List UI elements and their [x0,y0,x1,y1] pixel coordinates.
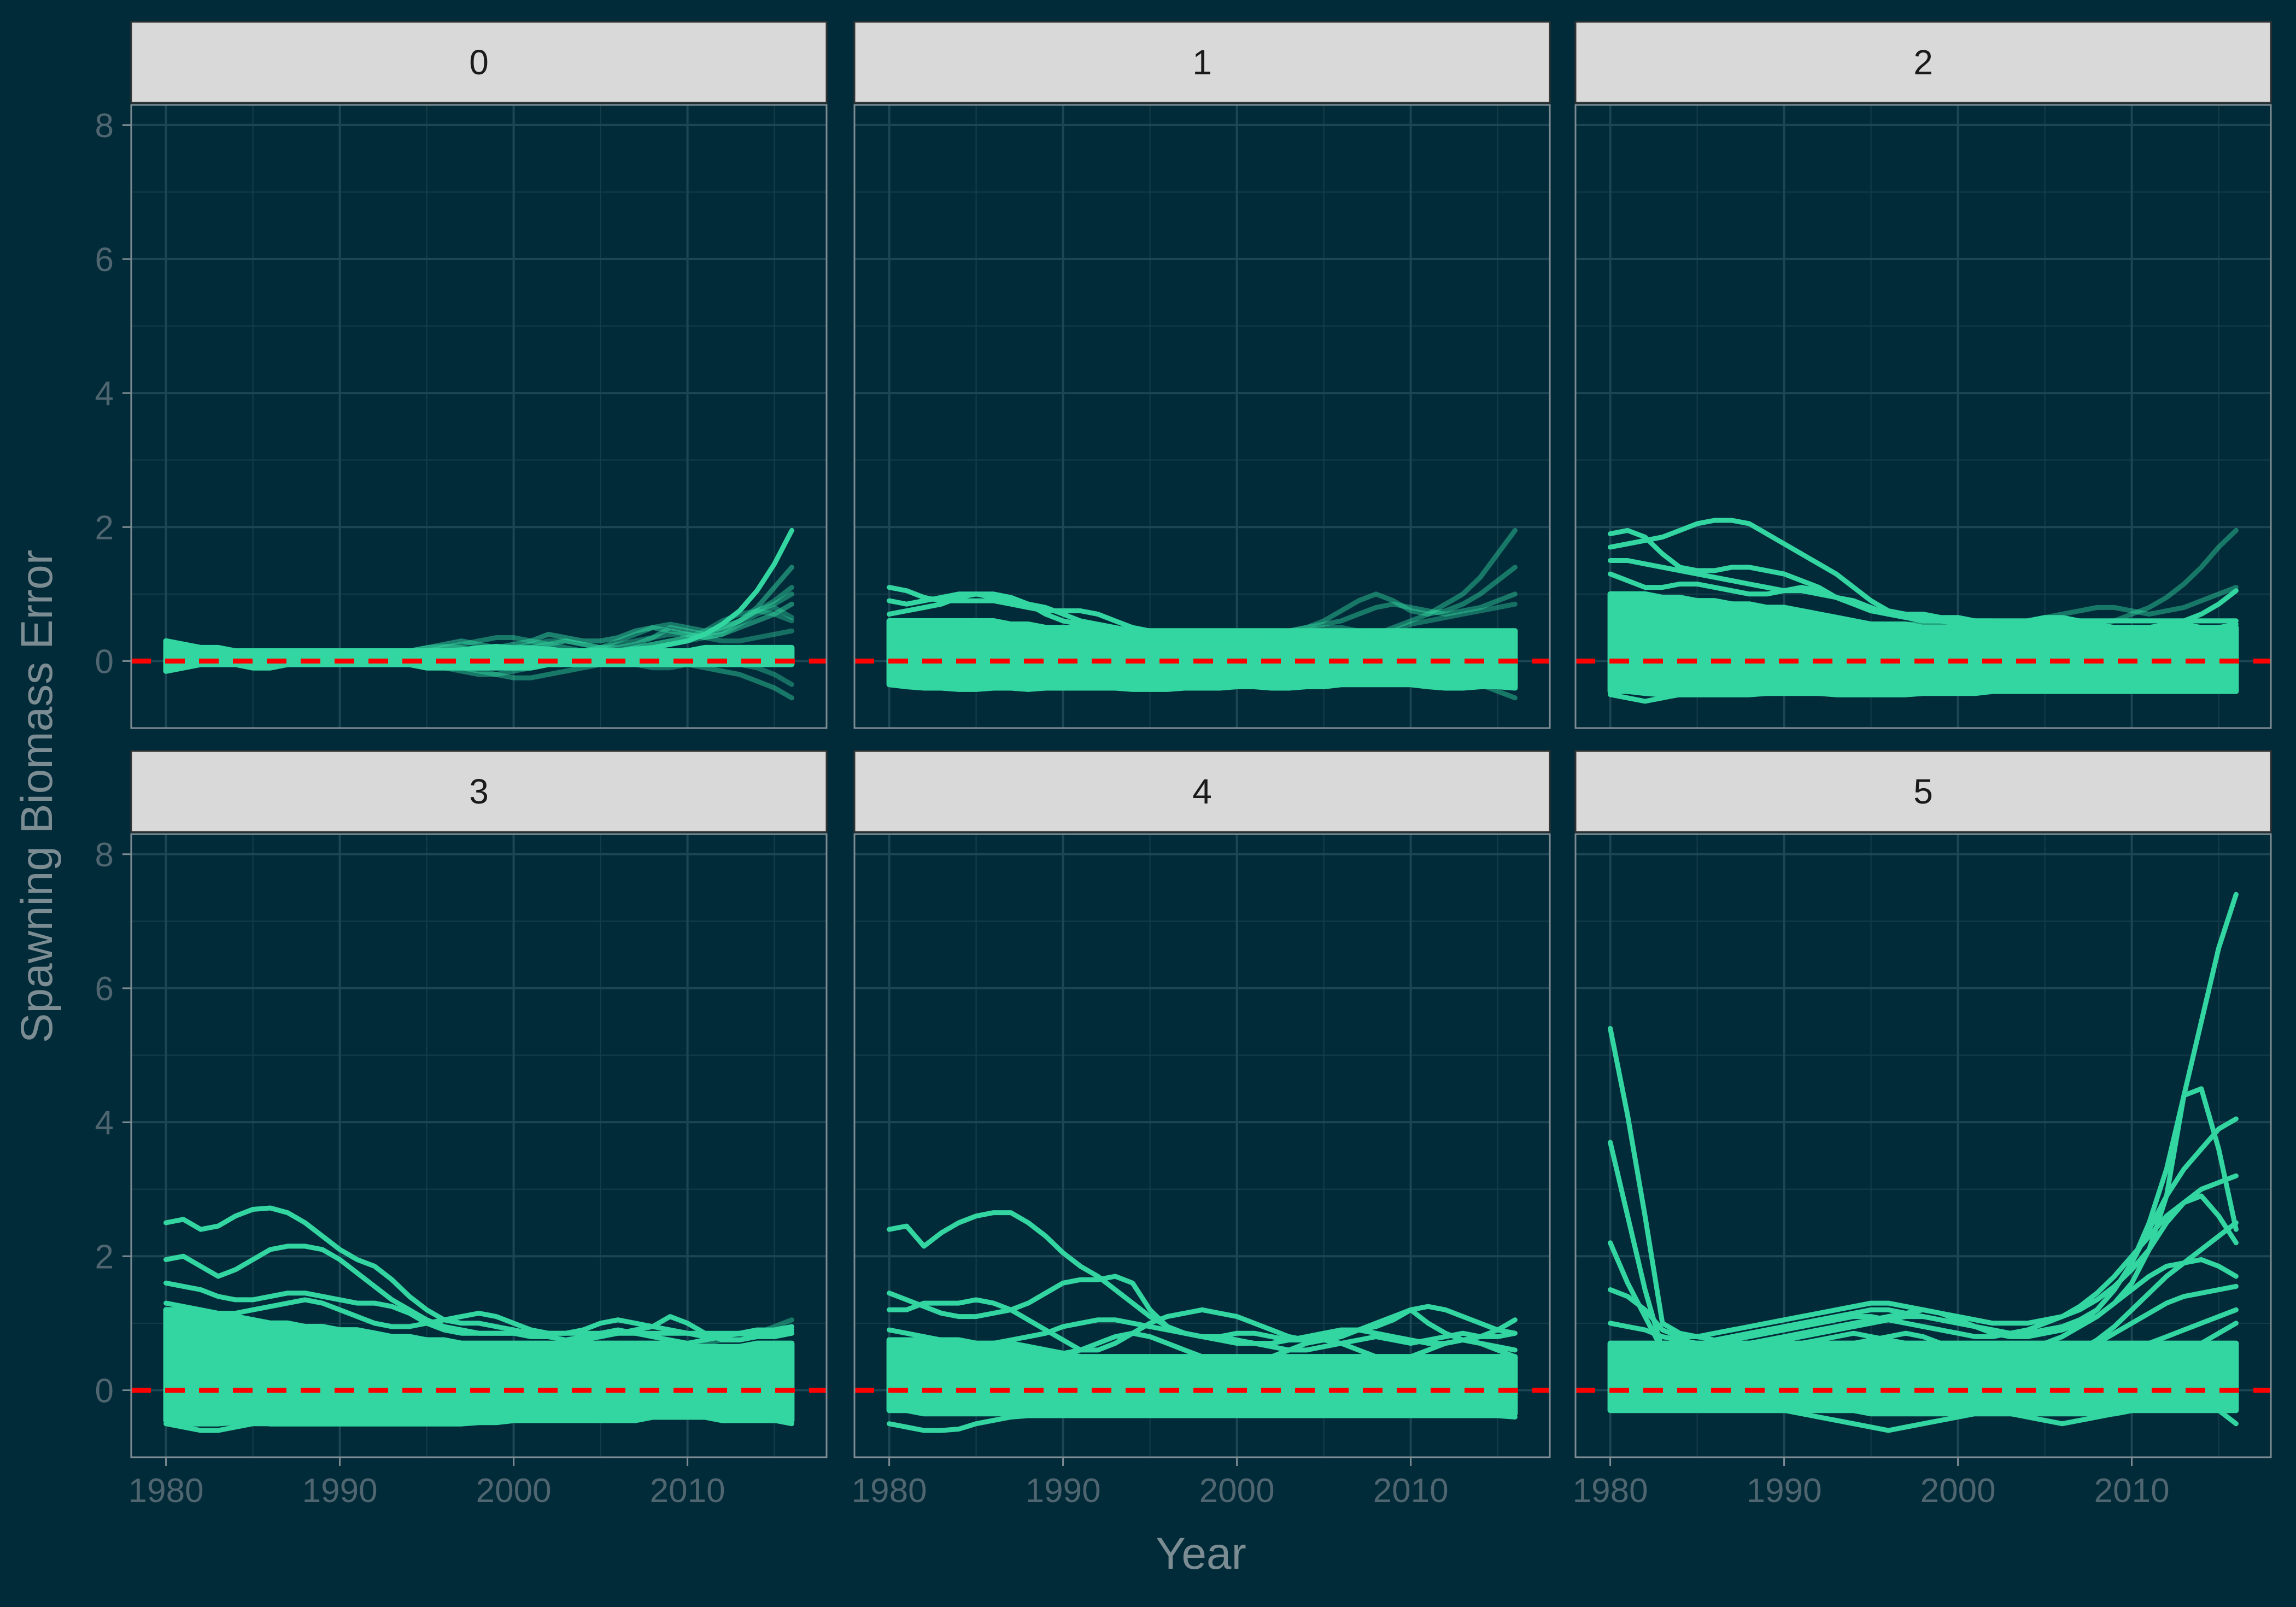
panel-border [1574,104,2272,729]
x-tick-label: 2000 [1920,1472,1996,1510]
series-line [163,605,794,660]
facet-strip [853,21,1551,104]
series-line [887,678,1518,701]
panel-border [853,833,1551,1458]
facet-panels: 0 0 2 4 6 8 1 2 3 0 2 4 6 8 1980 1990 2000 2010 4 1980 1990 2… [95,21,2272,1510]
series-line [163,585,794,677]
series-line [1608,1321,2239,1406]
series-line [887,1354,1518,1396]
series-line [887,1317,1518,1346]
series-line [163,601,794,664]
series-line [887,601,1518,650]
panel-border [130,833,828,1458]
series-line [887,585,1518,634]
series-line [887,591,1518,637]
facet-panel: 3 0 2 4 6 8 1980 1990 2000 2010 [95,750,828,1510]
series-line [1608,1173,2239,1339]
series-line [1608,1220,2239,1373]
series-line [163,1205,794,1346]
series-line [163,565,794,660]
series-line [887,565,1518,640]
x-tick-label: 1980 [852,1472,927,1510]
y-axis-title: Spawning Biomass Error [12,550,62,1043]
facet-panel: 4 1980 1990 2000 2010 [852,750,1551,1510]
facet-strip-label: 3 [469,772,489,811]
series-line [1608,1193,2239,1346]
x-tick-label: 1990 [302,1472,378,1510]
facet-strip-label: 5 [1913,772,1933,811]
x-tick-label: 2010 [650,1472,725,1510]
panel-border [1574,833,2272,1458]
panel-border [853,104,1551,729]
series-line [163,608,794,660]
y-tick-label: 4 [95,1104,114,1142]
series-line [887,1413,1518,1433]
x-tick-label: 2000 [1199,1472,1275,1510]
series-line [163,655,794,701]
series-line [1608,1257,2239,1366]
series-line [163,1415,794,1433]
y-tick-label: 8 [95,107,114,145]
x-tick-label: 2010 [1373,1472,1449,1510]
x-tick-label: 1980 [128,1472,204,1510]
facet-panel: 5 1980 1990 2000 2010 [1573,750,2272,1510]
facet-strip-label: 0 [469,43,489,82]
series-line [887,1377,1518,1413]
x-tick-label: 1990 [1747,1472,1822,1510]
x-tick-label: 1980 [1573,1472,1648,1510]
facet-strip [1574,750,2272,833]
series-line [163,591,794,660]
y-tick-label: 2 [95,509,114,547]
facet-strip-label: 1 [1192,43,1212,82]
series-line [887,1297,1518,1353]
series-line [163,652,794,687]
y-tick-label: 4 [95,375,114,413]
x-tick-label: 2010 [2094,1472,2170,1510]
y-tick-label: 6 [95,970,114,1008]
facet-strip-label: 2 [1913,43,1933,82]
series-line [887,527,1518,637]
facet-strip-label: 4 [1192,772,1212,811]
series-line [1608,571,2239,624]
series-line [163,1297,794,1339]
facet-panel: 1 [853,21,1551,729]
facet-panel: 0 0 2 4 6 8 [95,21,828,729]
y-tick-label: 8 [95,836,114,874]
y-tick-label: 2 [95,1238,114,1276]
y-tick-label: 6 [95,241,114,279]
series-line [163,1280,794,1342]
series-line [887,591,1518,644]
series-line [887,1330,1518,1380]
x-tick-label: 1990 [1026,1472,1101,1510]
trajectory-band [163,638,795,674]
series-line [1608,689,2239,704]
series-line [1608,527,2239,627]
facet-strip [130,21,828,104]
y-tick-label: 0 [95,1372,114,1410]
series-line [1608,1307,2239,1416]
series-line [1608,585,2239,627]
facet-strip [130,750,828,833]
series-line [1608,1086,2239,1359]
series-line [1608,1387,2239,1433]
panel-border [130,104,828,729]
y-tick-label: 0 [95,643,114,681]
facet-panel: 2 [1574,21,2272,729]
series-line [1608,1283,2239,1386]
facet-strip [853,750,1551,833]
panel-background [131,105,827,728]
x-axis-title: Year [1156,1529,1246,1579]
series-line [163,1317,794,1346]
facet-strip [1574,21,2272,104]
x-tick-label: 2000 [476,1472,552,1510]
